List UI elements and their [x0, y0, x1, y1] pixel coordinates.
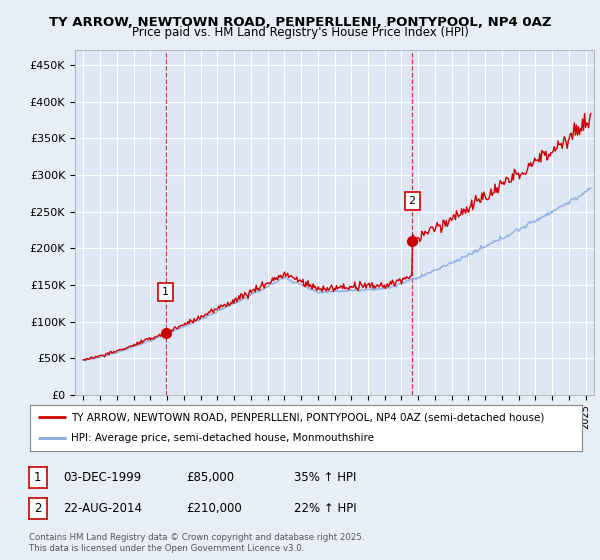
Text: 2: 2 — [409, 195, 416, 206]
Text: £85,000: £85,000 — [186, 471, 234, 484]
Text: HPI: Average price, semi-detached house, Monmouthshire: HPI: Average price, semi-detached house,… — [71, 433, 374, 444]
Text: £210,000: £210,000 — [186, 502, 242, 515]
Text: 22% ↑ HPI: 22% ↑ HPI — [294, 502, 356, 515]
Text: Price paid vs. HM Land Registry's House Price Index (HPI): Price paid vs. HM Land Registry's House … — [131, 26, 469, 39]
Text: 1: 1 — [162, 287, 169, 297]
Text: 1: 1 — [34, 471, 41, 484]
Text: 03-DEC-1999: 03-DEC-1999 — [63, 471, 141, 484]
Text: Contains HM Land Registry data © Crown copyright and database right 2025.
This d: Contains HM Land Registry data © Crown c… — [29, 533, 364, 553]
Text: 2: 2 — [34, 502, 41, 515]
Text: 35% ↑ HPI: 35% ↑ HPI — [294, 471, 356, 484]
Text: 22-AUG-2014: 22-AUG-2014 — [63, 502, 142, 515]
Text: TY ARROW, NEWTOWN ROAD, PENPERLLENI, PONTYPOOL, NP4 0AZ: TY ARROW, NEWTOWN ROAD, PENPERLLENI, PON… — [49, 16, 551, 29]
Text: TY ARROW, NEWTOWN ROAD, PENPERLLENI, PONTYPOOL, NP4 0AZ (semi-detached house): TY ARROW, NEWTOWN ROAD, PENPERLLENI, PON… — [71, 412, 545, 422]
